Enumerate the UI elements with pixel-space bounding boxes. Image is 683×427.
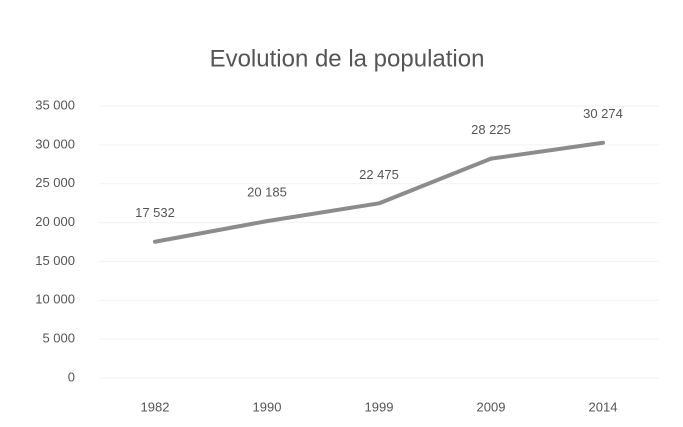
- y-tick-label: 35 000: [35, 97, 75, 112]
- x-tick-label: 1999: [365, 399, 394, 414]
- data-label: 28 225: [471, 122, 511, 137]
- y-tick-label: 30 000: [35, 136, 75, 151]
- chart-title: Evolution de la population: [210, 45, 485, 72]
- data-label: 30 274: [583, 106, 623, 121]
- y-tick-label: 0: [68, 369, 75, 384]
- y-tick-label: 10 000: [35, 292, 75, 307]
- y-tick-label: 20 000: [35, 214, 75, 229]
- x-tick-label: 2014: [589, 399, 618, 414]
- y-tick-label: 15 000: [35, 253, 75, 268]
- x-tick-label: 2009: [477, 399, 506, 414]
- data-label: 20 185: [247, 185, 287, 200]
- data-label: 22 475: [359, 167, 399, 182]
- y-tick-label: 5 000: [42, 331, 75, 346]
- y-tick-label: 25 000: [35, 175, 75, 190]
- x-tick-label: 1982: [141, 399, 170, 414]
- data-label: 17 532: [135, 205, 175, 220]
- x-tick-label: 1990: [253, 399, 282, 414]
- series-line: [153, 140, 605, 244]
